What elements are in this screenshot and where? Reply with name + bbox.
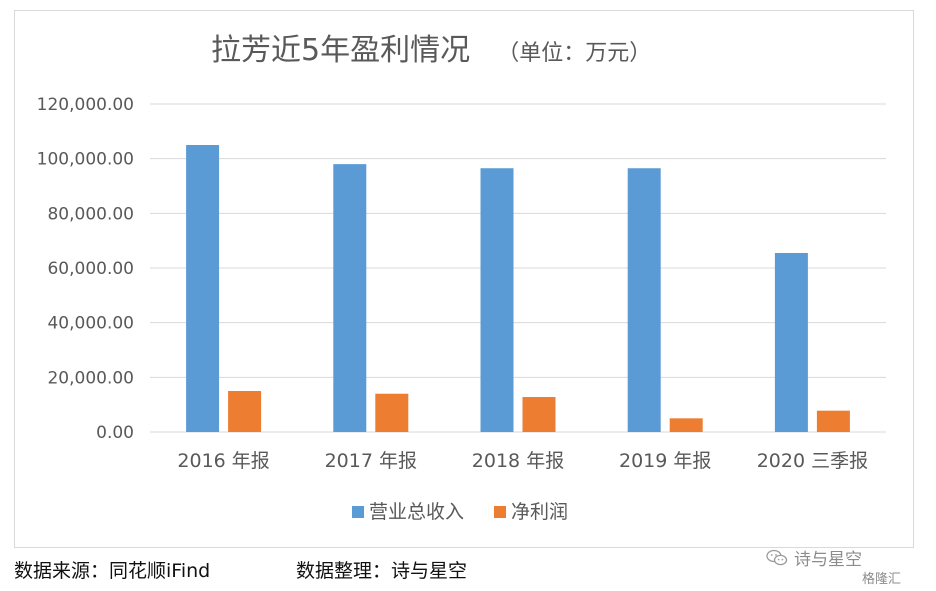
bar-revenue xyxy=(480,168,514,432)
bar-revenue xyxy=(186,145,220,432)
y-tick-label: 100,000.00 xyxy=(37,150,134,170)
y-tick-label: 40,000.00 xyxy=(47,314,134,334)
x-category-label: 2018 年报 xyxy=(472,450,564,472)
watermark-site: 格隆汇 xyxy=(862,572,902,587)
chart-frame xyxy=(14,10,914,548)
watermark-author-text: 诗与星空 xyxy=(794,550,862,570)
x-category-label: 2019 年报 xyxy=(619,450,711,472)
grid-layer: 0.00 20,000.00 40,000.00 60,000.00 80,000.00… xyxy=(37,95,886,443)
legend: 营业总收入 净利润 xyxy=(352,501,568,523)
footer-source: 数据来源：同花顺iFind xyxy=(14,560,211,582)
bar-net-profit xyxy=(375,393,409,432)
bar-revenue xyxy=(774,252,808,432)
bar-revenue xyxy=(627,168,661,432)
bar-revenue xyxy=(333,164,367,432)
legend-swatch xyxy=(352,506,364,518)
y-tick-label: 80,000.00 xyxy=(47,204,134,224)
bars-layer xyxy=(186,145,850,432)
watermark-author: 诗与星空 xyxy=(766,545,862,570)
chart-title: 拉芳近5年盈利情况 （单位：万元） xyxy=(211,33,651,68)
bar-net-profit xyxy=(522,397,556,432)
y-tick-label: 60,000.00 xyxy=(47,259,134,279)
x-axis-labels: 2016 年报 2017 年报 2018 年报 2019 年报 2020 三季报 xyxy=(177,450,868,472)
footer-editor: 数据整理：诗与星空 xyxy=(296,560,468,582)
chart-title-unit: （单位：万元） xyxy=(497,41,651,66)
wechat-icon xyxy=(766,549,788,565)
chart-svg: 拉芳近5年盈利情况 （单位：万元） 0.00 20,000.00 40,000.00… xyxy=(37,33,886,523)
y-tick-label: 0.00 xyxy=(96,423,134,443)
x-category-label: 2017 年报 xyxy=(325,450,417,472)
chart-title-main: 拉芳近5年盈利情况 xyxy=(211,33,470,68)
bar-net-profit xyxy=(228,391,262,432)
y-tick-label: 20,000.00 xyxy=(47,368,134,388)
y-tick-label: 120,000.00 xyxy=(37,95,134,115)
x-category-label: 2020 三季报 xyxy=(757,450,868,472)
bar-net-profit xyxy=(816,410,850,432)
legend-label: 净利润 xyxy=(511,501,568,523)
legend-swatch xyxy=(494,506,506,518)
x-category-label: 2016 年报 xyxy=(177,450,269,472)
legend-label: 营业总收入 xyxy=(369,501,464,523)
bar-net-profit xyxy=(669,418,703,432)
